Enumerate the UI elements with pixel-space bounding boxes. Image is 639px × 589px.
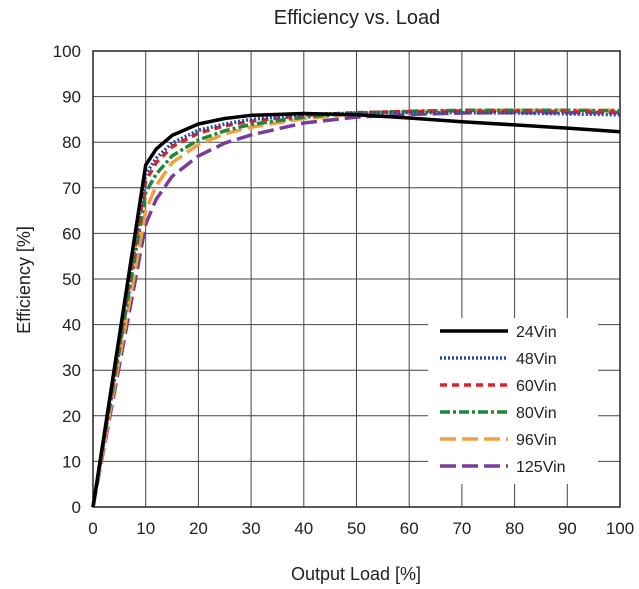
y-tick-label: 20 [62,407,81,426]
series-line-48vin [91,110,621,508]
y-tick-label: 100 [53,42,81,61]
x-axis-label: Output Load [%] [291,564,421,584]
legend-label-125vin: 125Vin [516,459,566,476]
y-tick-label: 50 [62,270,81,289]
series-lines [91,108,621,508]
x-tick-label: 100 [606,519,634,538]
y-tick-label: 10 [62,452,81,471]
plot-frame [92,50,621,508]
y-axis-label: Efficiency [%] [14,226,34,334]
x-tick-label: 10 [136,519,155,538]
y-tick-label: 30 [62,361,81,380]
legend-label-24vin: 24Vin [516,324,557,341]
legend-label-80vin: 80Vin [516,405,557,422]
x-tick-label: 0 [88,519,97,538]
x-tick-label: 70 [452,519,471,538]
legend-label-48vin: 48Vin [516,351,557,368]
x-tick-label: 50 [347,519,366,538]
legend-label-60vin: 60Vin [516,378,557,395]
y-tick-label: 0 [72,498,81,517]
x-tick-label: 30 [242,519,261,538]
legend: 24Vin 48Vin 60Vin 80Vin 96Vin 125Vin [428,318,598,484]
x-tick-label: 40 [294,519,313,538]
y-tick-label: 40 [62,316,81,335]
x-tick-label: 60 [400,519,419,538]
x-tick-label: 90 [558,519,577,538]
x-tick-label: 20 [189,519,208,538]
legend-box [428,318,598,484]
y-tick-label: 60 [62,224,81,243]
series-line-24vin [91,111,621,508]
series-line-96vin [91,108,620,508]
y-tick-label: 80 [62,133,81,152]
legend-label-96vin: 96Vin [516,432,557,449]
chart-title: Efficiency vs. Load [274,7,440,29]
y-tick-label: 90 [62,88,81,107]
x-tick-label: 80 [505,519,524,538]
tick-labels: 0 10 20 30 40 50 60 70 80 90 100 0 10 20 30 40 50 60 70 80 9… [53,42,635,538]
y-tick-label: 70 [62,179,81,198]
